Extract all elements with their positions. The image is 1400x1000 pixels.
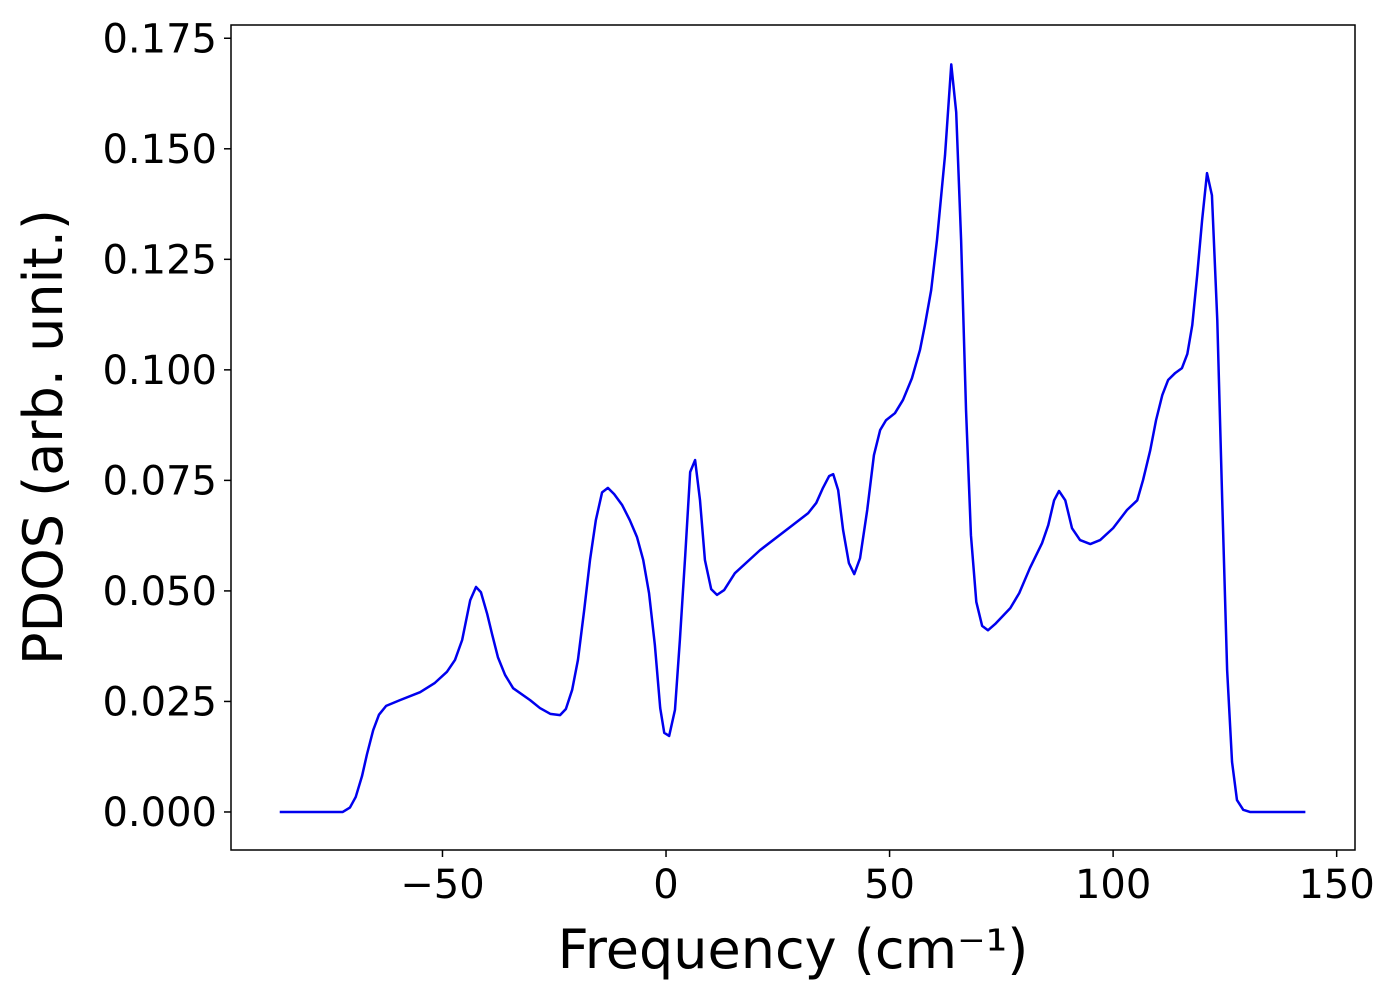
y-tick-label: 0.025 <box>102 679 217 725</box>
y-axis-label: PDOS (arb. unit.) <box>12 209 75 665</box>
y-tick-label: 0.050 <box>102 569 217 615</box>
y-tick-label: 0.125 <box>102 237 217 283</box>
plot-frame <box>230 24 1356 851</box>
y-tick-label: 0.075 <box>102 458 217 504</box>
x-axis-label: Frequency (cm⁻¹) <box>558 918 1029 981</box>
x-tick-label: 50 <box>864 862 915 908</box>
x-tick-label: −50 <box>400 862 484 908</box>
x-tick-label: 150 <box>1298 862 1374 908</box>
y-tick-label: 0.175 <box>102 16 217 62</box>
y-tick-label: 0.100 <box>102 348 217 394</box>
y-tick-label: 0.000 <box>102 790 217 836</box>
y-tick-label: 0.150 <box>102 127 217 173</box>
line-series <box>279 63 1306 814</box>
x-tick-label: 0 <box>653 862 678 908</box>
x-tick-label: 100 <box>1075 862 1151 908</box>
